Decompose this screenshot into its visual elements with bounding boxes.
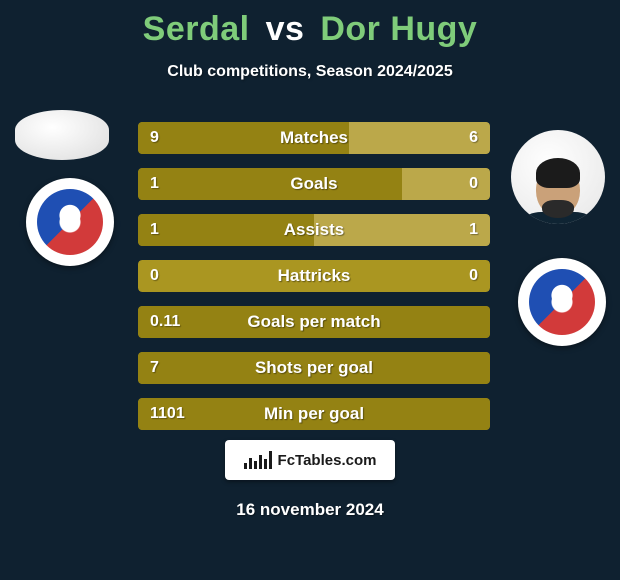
stat-row: 1101Min per goal: [138, 398, 490, 430]
stat-value-right: 0: [430, 267, 490, 285]
player1-avatar: [15, 110, 109, 160]
stat-label: Min per goal: [138, 404, 490, 424]
snapshot-date: 16 november 2024: [0, 500, 620, 520]
stat-row: 1Assists1: [138, 214, 490, 246]
comparison-bars: 9Matches6 1Goals0 1Assists1 0Hattricks0 0.11…: [138, 122, 490, 444]
player1-name: Serdal: [143, 10, 250, 48]
site-name: FcTables.com: [278, 452, 377, 469]
player2-name: Dor Hugy: [320, 10, 477, 48]
stat-value-right: 1: [430, 221, 490, 239]
stat-label: Shots per goal: [138, 358, 490, 378]
stat-label: Goals per match: [138, 312, 490, 332]
site-logo: FcTables.com: [225, 440, 395, 480]
player2-club-badge: [518, 258, 606, 346]
stat-row: 0Hattricks0: [138, 260, 490, 292]
stat-value-right: 0: [430, 175, 490, 193]
comparison-title: Serdal vs Dor Hugy: [0, 0, 620, 49]
stat-row: 9Matches6: [138, 122, 490, 154]
subtitle: Club competitions, Season 2024/2025: [0, 63, 620, 81]
title-vs: vs: [266, 10, 305, 48]
player1-club-badge: [26, 178, 114, 266]
chart-icon: [244, 451, 272, 469]
stat-row: 0.11Goals per match: [138, 306, 490, 338]
stat-value-right: 6: [430, 129, 490, 147]
stat-row: 1Goals0: [138, 168, 490, 200]
player2-avatar: [511, 130, 605, 224]
stat-row: 7Shots per goal: [138, 352, 490, 384]
